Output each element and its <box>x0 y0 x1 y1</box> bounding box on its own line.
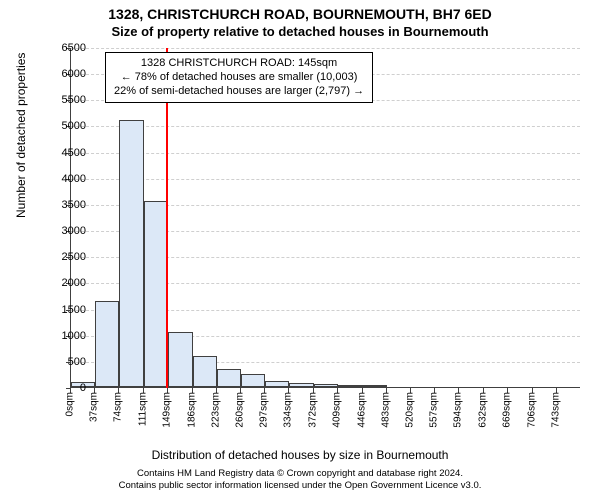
xtick-label: 74sqm <box>113 392 124 422</box>
chart-title-sub: Size of property relative to detached ho… <box>0 22 600 41</box>
chart-title-main: 1328, CHRISTCHURCH ROAD, BOURNEMOUTH, BH… <box>0 0 600 22</box>
gridline <box>71 179 580 180</box>
chart-area: 1328 CHRISTCHURCH ROAD: 145sqm← 78% of d… <box>70 48 580 418</box>
ytick-label: 1500 <box>62 304 86 316</box>
xtick-label: 186sqm <box>186 392 197 428</box>
histogram-bar <box>241 374 265 387</box>
gridline <box>71 153 580 154</box>
xtick-label: 743sqm <box>550 392 561 428</box>
chart-container: 1328, CHRISTCHURCH ROAD, BOURNEMOUTH, BH… <box>0 0 600 500</box>
ytick-label: 500 <box>68 356 86 368</box>
ytick-label: 5500 <box>62 94 86 106</box>
annotation-line: ← 78% of detached houses are smaller (10… <box>114 71 364 85</box>
y-axis-label: Number of detached properties <box>14 53 28 218</box>
xtick-label: 0sqm <box>65 392 76 416</box>
xtick-label: 409sqm <box>332 392 343 428</box>
xtick-label: 149sqm <box>162 392 173 428</box>
annotation-line: 22% of semi-detached houses are larger (… <box>114 85 364 99</box>
annotation-line: 1328 CHRISTCHURCH ROAD: 145sqm <box>114 57 364 71</box>
histogram-bar <box>217 369 241 387</box>
xtick-label: 557sqm <box>429 392 440 428</box>
histogram-bar <box>363 385 387 387</box>
plot-region: 1328 CHRISTCHURCH ROAD: 145sqm← 78% of d… <box>70 48 580 388</box>
xtick-label: 446sqm <box>356 392 367 428</box>
ytick-label: 2500 <box>62 251 86 263</box>
ytick-label: 1000 <box>62 330 86 342</box>
histogram-bar <box>95 301 119 387</box>
xtick-label: 483sqm <box>380 392 391 428</box>
histogram-bar <box>193 356 217 387</box>
footer-attribution: Contains HM Land Registry data © Crown c… <box>0 468 600 492</box>
xtick-label: 37sqm <box>89 392 100 422</box>
x-axis-label: Distribution of detached houses by size … <box>0 448 600 462</box>
ytick-label: 3500 <box>62 199 86 211</box>
ytick-label: 6500 <box>62 42 86 54</box>
xtick-label: 669sqm <box>502 392 513 428</box>
histogram-bar <box>119 120 143 387</box>
ytick-label: 5000 <box>62 120 86 132</box>
histogram-bar <box>168 332 192 387</box>
xtick-label: 297sqm <box>259 392 270 428</box>
ytick-label: 3000 <box>62 225 86 237</box>
ytick-label: 0 <box>80 382 86 394</box>
xtick-label: 520sqm <box>405 392 416 428</box>
ytick-label: 6000 <box>62 68 86 80</box>
histogram-bar <box>338 385 362 387</box>
xtick-label: 223sqm <box>210 392 221 428</box>
footer-line-2: Contains public sector information licen… <box>0 480 600 492</box>
histogram-bar <box>289 383 313 387</box>
xtick-label: 632sqm <box>478 392 489 428</box>
xtick-label: 334sqm <box>283 392 294 428</box>
ytick-label: 4500 <box>62 147 86 159</box>
gridline <box>71 48 580 49</box>
xtick-label: 260sqm <box>235 392 246 428</box>
ytick-label: 4000 <box>62 173 86 185</box>
xtick-label: 706sqm <box>526 392 537 428</box>
footer-line-1: Contains HM Land Registry data © Crown c… <box>0 468 600 480</box>
histogram-bar <box>144 201 168 387</box>
annotation-box: 1328 CHRISTCHURCH ROAD: 145sqm← 78% of d… <box>105 52 373 103</box>
xtick-label: 111sqm <box>137 392 148 426</box>
ytick-label: 2000 <box>62 277 86 289</box>
xtick-label: 594sqm <box>453 392 464 428</box>
histogram-bar <box>314 384 338 387</box>
histogram-bar <box>265 381 289 387</box>
xtick-label: 372sqm <box>308 392 319 428</box>
gridline <box>71 126 580 127</box>
